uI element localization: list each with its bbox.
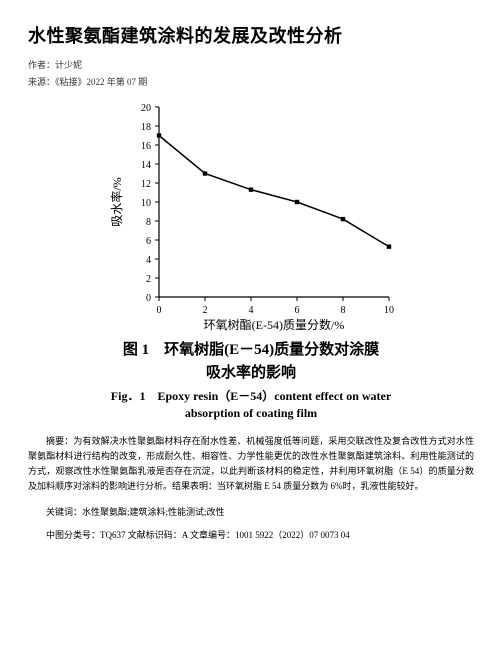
- caption-en-line2: absorption of coating film: [185, 406, 317, 420]
- svg-text:吸水率/%: 吸水率/%: [109, 177, 124, 226]
- figure-caption-cn: 图 1 环氧树脂(E－54)质量分数对涂膜 吸水率的影响: [28, 339, 474, 384]
- page-title: 水性聚氨酯建筑涂料的发展及改性分析: [28, 22, 474, 48]
- svg-text:4: 4: [146, 255, 151, 266]
- line-chart: 0 2 4 6 8 10 12 14 16 18 20 0 2 4 6 8 10 吸水率/% 环氧树酯(E-54)质…: [104, 102, 399, 333]
- svg-text:18: 18: [141, 122, 151, 133]
- chart-container: 0 2 4 6 8 10 12 14 16 18 20 0 2 4 6 8 10 吸水率/% 环氧树酯(E-54)质…: [96, 102, 406, 333]
- author-line: 作者：计少妮: [28, 58, 474, 71]
- svg-text:20: 20: [141, 103, 151, 114]
- svg-text:6: 6: [294, 305, 299, 316]
- svg-text:2: 2: [146, 274, 151, 285]
- svg-text:10: 10: [141, 198, 151, 209]
- svg-text:12: 12: [141, 179, 151, 190]
- abstract-text: 摘要：为有效解决水性聚氨酯材料存在耐水性差、机械强度低等问题，采用交联改性及复合…: [28, 434, 474, 495]
- svg-text:8: 8: [146, 217, 151, 228]
- svg-text:6: 6: [146, 236, 151, 247]
- svg-text:环氧树酯(E-54)质量分数/%: 环氧树酯(E-54)质量分数/%: [203, 317, 344, 332]
- caption-en-line1: Fig．1 Epoxy resin（E－54）content effect on…: [111, 389, 391, 403]
- caption-cn-line2: 吸水率的影响: [206, 365, 296, 381]
- svg-text:14: 14: [141, 160, 151, 171]
- svg-text:4: 4: [248, 305, 253, 316]
- svg-text:0: 0: [156, 305, 161, 316]
- svg-text:0: 0: [146, 293, 151, 304]
- svg-text:16: 16: [141, 141, 151, 152]
- caption-cn-line1: 图 1 环氧树脂(E－54)质量分数对涂膜: [123, 342, 379, 358]
- svg-text:8: 8: [340, 305, 345, 316]
- svg-text:10: 10: [384, 305, 394, 316]
- svg-text:2: 2: [202, 305, 207, 316]
- classification-line: 中图分类号：TQ637 文献标识码：A 文章编号：1001 5922（2022）…: [28, 528, 474, 541]
- figure-caption-en: Fig．1 Epoxy resin（E－54）content effect on…: [28, 388, 474, 422]
- keywords-line: 关键词：水性聚氨酯;建筑涂料;性能测试;改性: [28, 505, 474, 518]
- source-line: 来源：《粘接》2022 年第 07 期: [28, 75, 474, 88]
